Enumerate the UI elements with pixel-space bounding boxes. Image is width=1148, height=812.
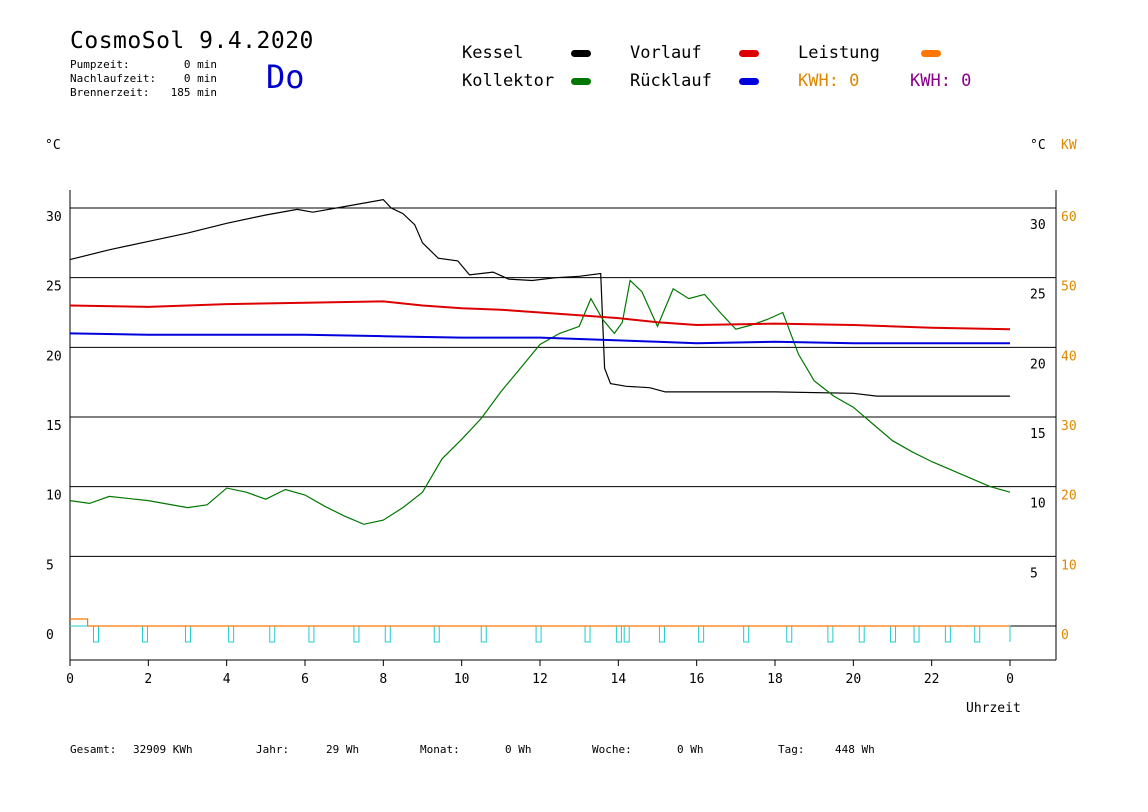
x-tick-label: 4 — [223, 672, 231, 687]
series-line-kollektor — [69, 279, 1011, 525]
power-tick-label: 20 — [1061, 489, 1077, 504]
stat-label: Pumpzeit: — [70, 58, 130, 71]
x-tick-label: 20 — [846, 672, 862, 687]
stat-label: Brennerzeit: — [70, 86, 150, 99]
legend-swatch — [921, 50, 941, 57]
pump-signal-line — [70, 625, 1011, 643]
stat-value: 185 min — [170, 86, 217, 99]
left-tick-label: 15 — [46, 419, 62, 434]
right-tick-label: 30 — [1030, 218, 1046, 233]
x-tick-label: 0 — [66, 672, 74, 687]
left-tick-label: 10 — [46, 489, 62, 504]
power-tick-label: 40 — [1061, 349, 1077, 364]
power-tick-label: 60 — [1061, 210, 1077, 225]
left-axis-unit: °C — [45, 138, 61, 153]
left-tick-label: 25 — [46, 280, 62, 295]
power-axis-unit: KW — [1061, 138, 1077, 153]
stat-value: 0 min — [183, 58, 217, 71]
x-tick-label: 12 — [532, 672, 548, 687]
power-tick-label: 10 — [1061, 558, 1077, 573]
legend-swatch — [571, 50, 591, 57]
footer-gesamt-value: 32909 KWh — [133, 743, 193, 756]
footer-tag-value: 448 Wh — [835, 743, 875, 756]
x-tick-label: 6 — [301, 672, 309, 687]
series-line-rücklauf — [69, 332, 1010, 345]
right-tick-label: 10 — [1030, 497, 1046, 512]
legend-swatch — [571, 78, 591, 85]
left-tick-label: 5 — [46, 558, 54, 573]
legend-label: Kessel — [462, 43, 524, 63]
right-tick-label: 5 — [1030, 566, 1038, 581]
legend-label: Kollektor — [462, 71, 555, 91]
page-title: CosmoSol 9.4.2020 — [70, 28, 314, 54]
power-tick-label: 30 — [1061, 419, 1077, 434]
footer-monat-value: 0 Wh — [505, 743, 532, 756]
x-tick-label: 14 — [611, 672, 627, 687]
series-line-vorlauf — [69, 300, 1011, 331]
stat-label: Nachlaufzeit: — [70, 72, 157, 85]
stat-value: 0 min — [183, 72, 217, 85]
x-tick-label: 8 — [379, 672, 387, 687]
x-tick-label: 18 — [767, 672, 783, 687]
left-tick-label: 0 — [46, 628, 54, 643]
footer-woche-value: 0 Wh — [677, 743, 704, 756]
power-tick-label: 0 — [1061, 628, 1069, 643]
legend-swatch — [739, 78, 759, 85]
footer-gesamt-label: Gesamt: — [70, 743, 117, 756]
left-tick-label: 20 — [46, 349, 62, 364]
legend-label: Vorlauf — [630, 43, 702, 63]
series-line-kessel — [69, 198, 1010, 397]
footer-monat-label: Monat: — [420, 743, 460, 756]
x-tick-label: 22 — [924, 672, 940, 687]
x-tick-label: 0 — [1006, 672, 1014, 687]
kwh-orange: KWH: 0 — [798, 71, 860, 91]
x-axis-label: Uhrzeit — [966, 701, 1021, 716]
left-tick-label: 30 — [46, 210, 62, 225]
right-axis-unit: °C — [1030, 138, 1046, 153]
series-line-leistung — [70, 618, 1010, 627]
right-tick-label: 15 — [1030, 427, 1046, 442]
footer-jahr-label: Jahr: — [256, 743, 290, 756]
legend-label: Leistung — [798, 43, 880, 63]
right-tick-label: 25 — [1030, 288, 1046, 303]
footer-woche-label: Woche: — [592, 743, 632, 756]
weekday-label: Do — [266, 58, 305, 96]
footer-jahr-value: 29 Wh — [326, 743, 360, 756]
right-tick-label: 20 — [1030, 357, 1046, 372]
kwh-purple: KWH: 0 — [910, 71, 972, 91]
x-tick-label: 16 — [689, 672, 705, 687]
legend-label: Rücklauf — [630, 71, 712, 91]
power-tick-label: 50 — [1061, 280, 1077, 295]
x-tick-label: 10 — [454, 672, 470, 687]
legend-swatch — [739, 50, 759, 57]
x-tick-label: 2 — [144, 672, 152, 687]
footer-tag-label: Tag: — [778, 743, 805, 756]
